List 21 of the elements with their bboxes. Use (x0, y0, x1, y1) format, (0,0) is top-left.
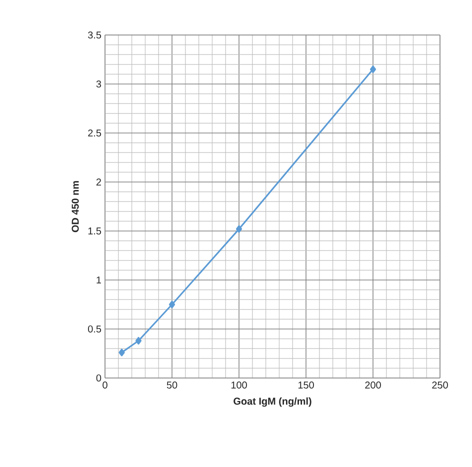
y-tick-label: 1 (96, 276, 102, 284)
point (236, 225, 242, 233)
x-axis-title: Goat IgM (ng/ml) (234, 397, 312, 407)
y-tick-label: 2.5 (88, 129, 102, 137)
point (135, 336, 142, 345)
x-tick-label: 100 (231, 382, 247, 389)
x-tick-label: 200 (365, 382, 381, 389)
x-tick-label: 0 (102, 382, 108, 389)
point (168, 300, 176, 308)
y-tick-label: 0 (96, 374, 102, 382)
x-tick-label: 50 (166, 382, 178, 389)
y-axis-title: OD 450 nm (72, 181, 79, 232)
point (370, 65, 376, 74)
y-tick-label: 3.5 (88, 31, 102, 39)
point (118, 348, 125, 356)
y-tick-label: 1.5 (88, 228, 102, 234)
y-tick-label: 3 (96, 80, 102, 88)
y-tick-label: 0.5 (88, 325, 102, 333)
x-tick-label: 150 (298, 382, 314, 389)
x-tick-label: 250 (432, 382, 448, 389)
y-tick-label: 2 (96, 178, 101, 186)
